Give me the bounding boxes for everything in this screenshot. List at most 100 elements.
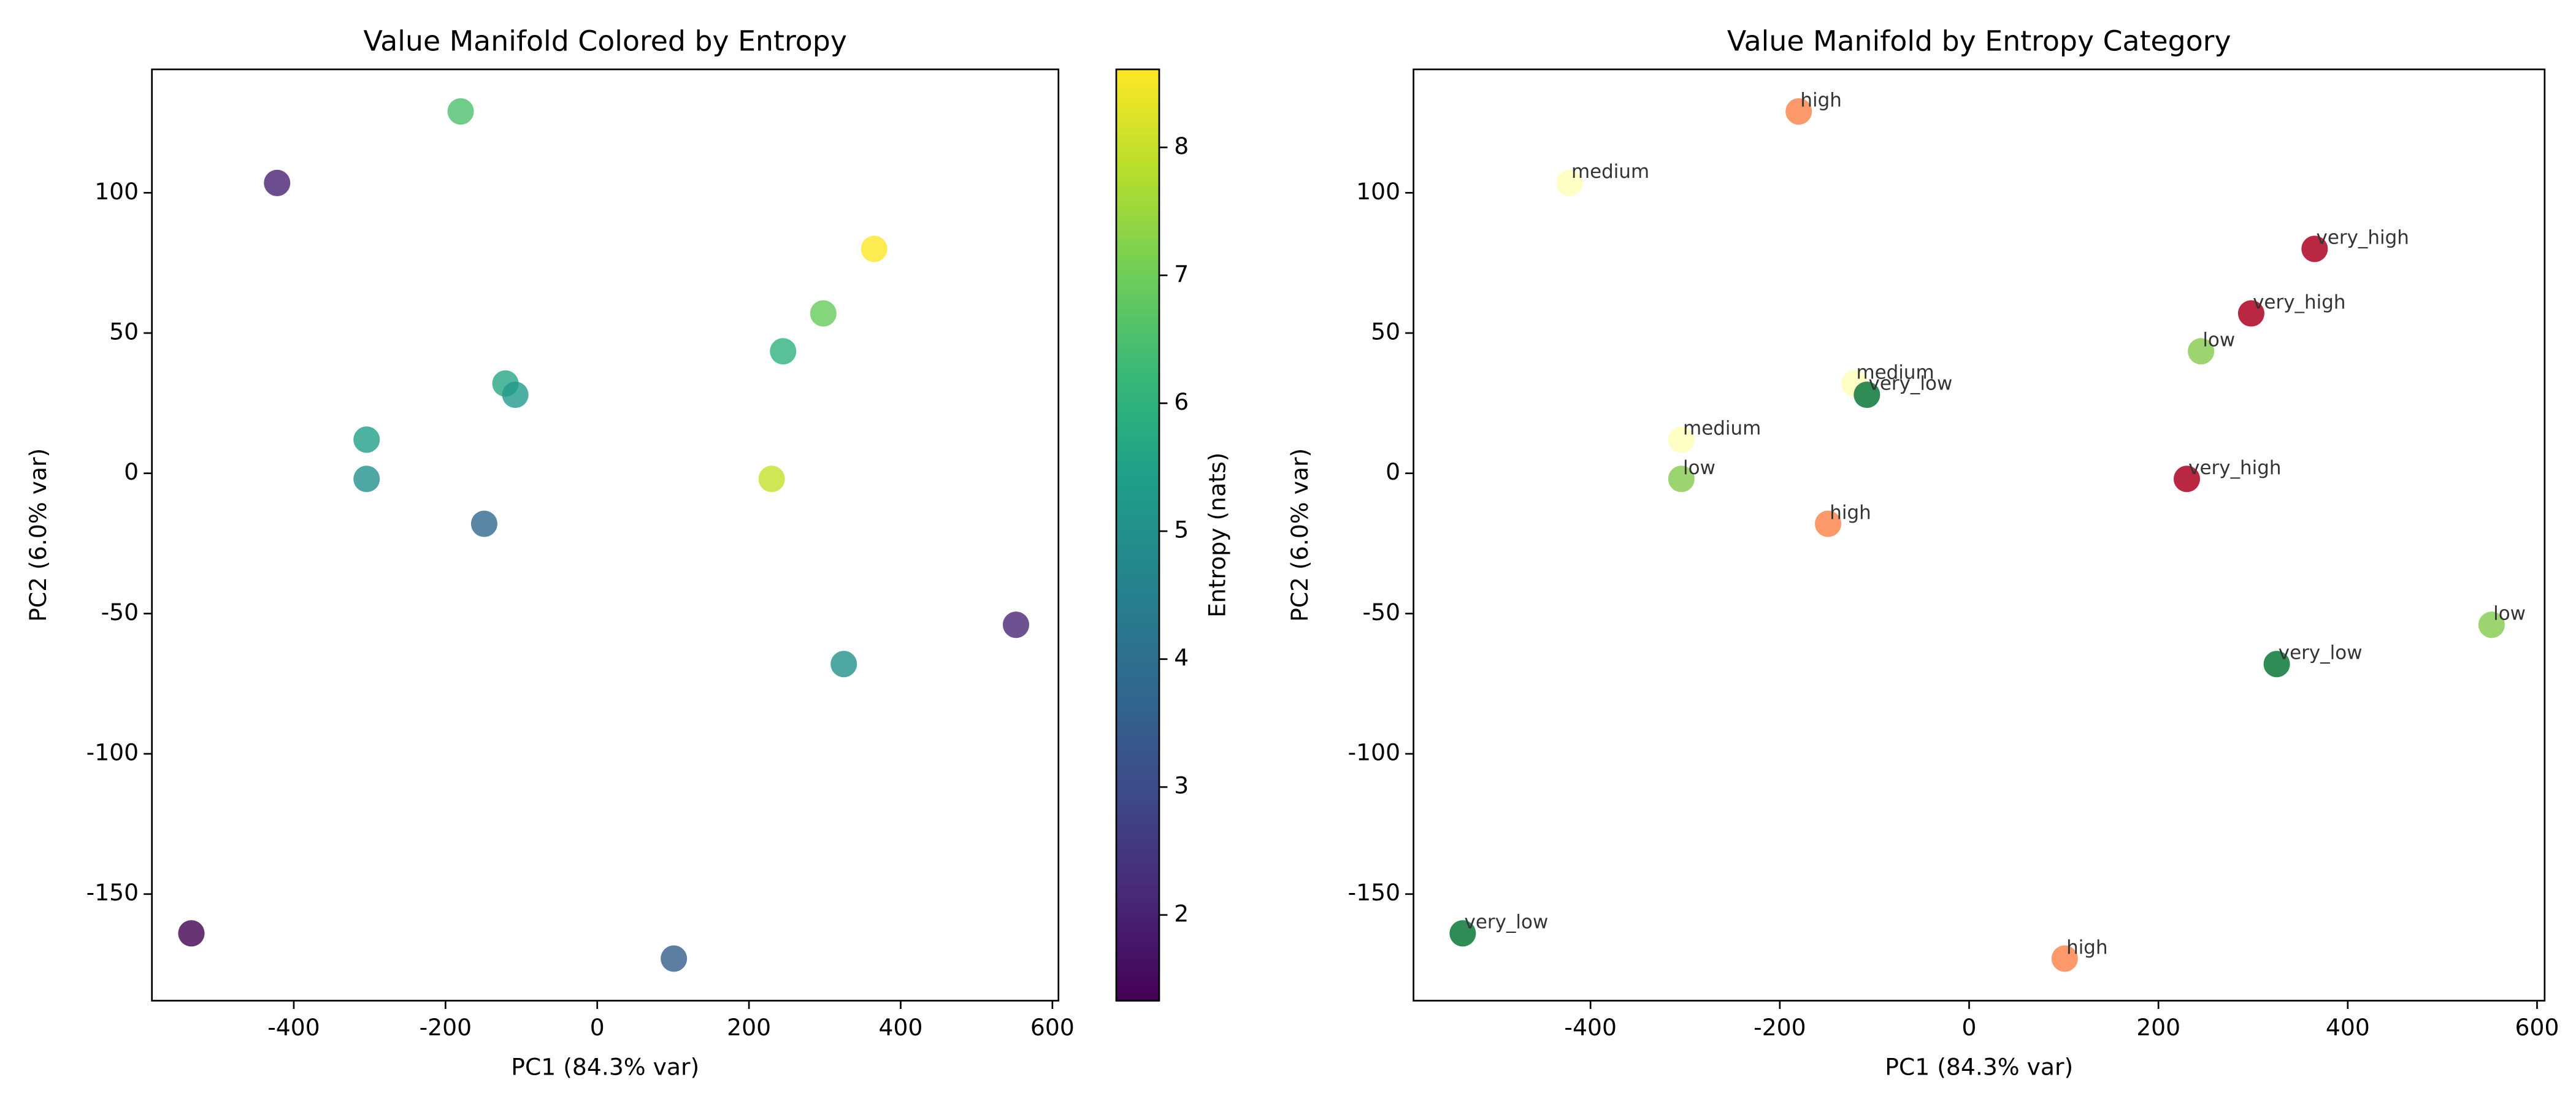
colorbar-segment	[1116, 516, 1159, 522]
colorbar-segment	[1116, 675, 1159, 681]
colorbar-segment	[1116, 153, 1159, 159]
colorbar-segment	[1116, 814, 1159, 820]
colorbar-segment	[1116, 246, 1159, 252]
colorbar-segment	[1116, 935, 1159, 941]
colorbar-segment	[1116, 539, 1159, 545]
colorbar-segment	[1116, 614, 1159, 620]
colorbar-segment	[1116, 530, 1159, 536]
y-tick-label: -50	[1363, 599, 1401, 626]
colorbar-segment	[1116, 269, 1159, 275]
colorbar-segment	[1116, 800, 1159, 807]
x-tick-label: 600	[1030, 1014, 1075, 1041]
colorbar-segment	[1116, 228, 1159, 234]
colorbar-segment	[1116, 721, 1159, 727]
point	[810, 300, 837, 327]
colorbar-segment	[1116, 209, 1159, 215]
colorbar-segment	[1116, 642, 1159, 648]
point	[1449, 920, 1476, 947]
point	[2188, 338, 2215, 365]
point	[1556, 169, 1583, 196]
colorbar-segment	[1116, 251, 1159, 257]
colorbar-segment	[1116, 991, 1159, 997]
colorbar-segment	[1116, 632, 1159, 638]
colorbar-segment	[1116, 786, 1159, 792]
point-label: very_high	[2188, 457, 2281, 479]
colorbar-segment	[1116, 97, 1159, 103]
point	[470, 510, 497, 537]
colorbar-segment	[1116, 88, 1159, 94]
colorbar-segment	[1116, 404, 1159, 410]
point	[2173, 466, 2201, 493]
colorbar-segment	[1116, 102, 1159, 108]
colorbar-segment	[1116, 898, 1159, 904]
colorbar-segment	[1116, 302, 1159, 308]
colorbar-segment	[1116, 972, 1159, 978]
y-tick-label: -100	[1348, 739, 1401, 766]
y-axis-label: PC2 (6.0% var)	[25, 448, 52, 622]
colorbar-segment	[1116, 940, 1159, 946]
colorbar-segment	[1116, 837, 1159, 843]
colorbar-segment	[1116, 512, 1159, 518]
point	[830, 651, 857, 678]
colorbar-segment	[1116, 339, 1159, 345]
plot-frame	[1413, 68, 2546, 1002]
colorbar-segment	[1116, 781, 1159, 788]
colorbar-segment	[1116, 945, 1159, 951]
colorbar-segment	[1116, 409, 1159, 415]
colorbar-segment	[1116, 656, 1159, 662]
x-tick-label: -200	[1754, 1014, 1806, 1041]
colorbar-segment	[1116, 427, 1159, 434]
point	[2051, 945, 2078, 972]
point	[770, 338, 797, 365]
colorbar-segment	[1116, 442, 1159, 448]
colorbar-segment	[1116, 125, 1159, 131]
colorbar-segment	[1116, 195, 1159, 201]
y-tick-label: -50	[101, 599, 139, 626]
colorbar-segment	[1116, 479, 1159, 485]
point	[661, 945, 688, 972]
colorbar-segment	[1116, 716, 1159, 723]
colorbar-segment	[1116, 283, 1159, 289]
colorbar-tick-label: 7	[1174, 260, 1189, 287]
colorbar-segment	[1116, 730, 1159, 737]
colorbar-segment	[1116, 833, 1159, 839]
colorbar-segment	[1116, 735, 1159, 741]
colorbar-segment	[1116, 549, 1159, 555]
plot-frame	[151, 68, 1060, 1002]
colorbar-segment	[1116, 185, 1159, 191]
colorbar-segment	[1116, 255, 1159, 261]
colorbar-label: Entropy (nats)	[1203, 453, 1230, 618]
point-label: very_low	[1869, 373, 1953, 395]
colorbar-segment	[1116, 856, 1159, 862]
colorbar-segment	[1116, 321, 1159, 327]
colorbar-segment	[1116, 661, 1159, 667]
colorbar-segment	[1116, 749, 1159, 755]
colorbar-segment	[1116, 451, 1159, 457]
point	[758, 466, 785, 493]
colorbar-segment	[1116, 702, 1159, 708]
colorbar-segment	[1116, 241, 1159, 247]
colorbar-segment	[1116, 386, 1159, 392]
colorbar-segment	[1116, 754, 1159, 760]
colorbar-segment	[1116, 460, 1159, 466]
colorbar-segment	[1116, 535, 1159, 541]
colorbar-segment	[1116, 567, 1159, 573]
colorbar-segment	[1116, 889, 1159, 895]
point	[1668, 466, 1695, 493]
x-tick-label: 0	[1962, 1014, 1977, 1041]
colorbar-segment	[1116, 916, 1159, 922]
colorbar-segment	[1116, 418, 1159, 424]
colorbar-segment	[1116, 348, 1159, 355]
colorbar-segment	[1116, 651, 1159, 657]
y-tick-label: -150	[86, 879, 139, 906]
colorbar-segment	[1116, 805, 1159, 811]
colorbar-segment	[1116, 824, 1159, 829]
x-axis-label: PC1 (84.3% var)	[1885, 1053, 2073, 1080]
x-tick-label: 400	[879, 1014, 923, 1041]
colorbar-segment	[1116, 828, 1159, 834]
colorbar-segment	[1116, 278, 1159, 285]
colorbar-segment	[1116, 162, 1159, 168]
colorbar-segment	[1116, 377, 1159, 383]
x-axis-label: PC1 (84.3% var)	[511, 1053, 699, 1080]
point-label: very_low	[2279, 642, 2363, 664]
